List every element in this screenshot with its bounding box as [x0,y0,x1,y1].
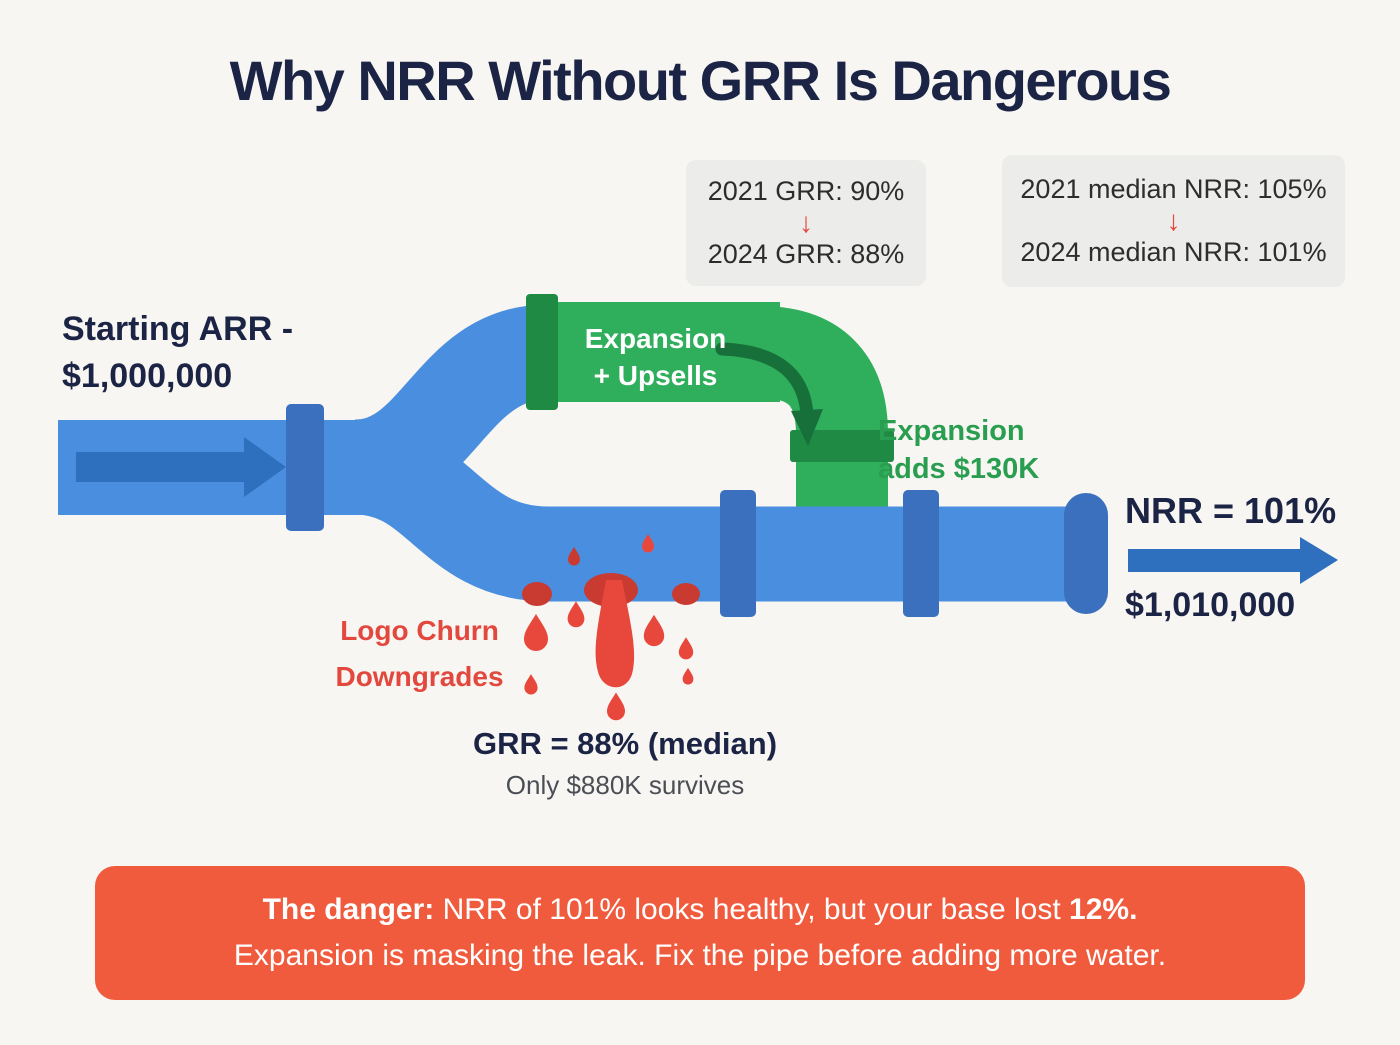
expansion-elbow-pipe [758,306,888,562]
pipe-flange [286,404,324,531]
down-arrow-icon: ↓ [799,207,813,238]
grr-result-label: GRR = 88% (median) [472,726,778,761]
expansion-flow-arrow-icon [715,342,823,446]
leak-drop [643,614,665,647]
nrr-after-stat: 2024 median NRR: 101% [1020,237,1327,267]
leak-drop [567,601,585,628]
pipe-flange [903,490,939,617]
expansion-note-line1: Expansion [878,415,1025,447]
expansion-pipe-line1: Expansion [584,323,727,354]
leak-drop [524,614,548,651]
danger-banner-bold2: 12%. [1069,893,1138,926]
grr-before-stat: 2021 GRR: 90% [707,176,905,206]
expansion-pipe-band [790,430,894,462]
nrr-result-value: $1,010,000 [1125,586,1296,624]
danger-banner-text1: NRR of 101% looks healthy, but your base… [434,893,1070,926]
nrr-result-label: NRR = 101% [1125,490,1337,531]
starting-arr-line2: $1,000,000 [62,357,233,395]
expansion-pipe-line2: + Upsells [593,360,718,391]
expansion-note-label: Expansion adds $130K [878,412,1039,488]
expansion-note-line2: adds $130K [878,453,1040,485]
leak-drop [524,674,538,695]
inlet-flow-arrow-icon [76,437,286,497]
grr-result-block: GRR = 88% (median) Only $880K survives [405,726,845,801]
leak-drop [607,692,625,721]
starting-arr-label: Starting ARR - $1,000,000 [62,306,293,400]
churn-line1: Logo Churn [340,615,499,646]
upper-branch-pipe [351,304,551,515]
nrr-stat-box: 2021 median NRR: 105% ↓ 2024 median NRR:… [1002,155,1345,287]
danger-banner-line2: Expansion is masking the leak. Fix the p… [233,939,1167,972]
leak-drops [524,580,694,721]
expansion-pipe-label: Expansion + Upsells [548,320,763,394]
grr-result-sublabel: Only $880K survives [505,770,745,800]
leak-drop [678,637,694,660]
churn-line2: Downgrades [335,661,504,692]
grr-after-stat: 2024 GRR: 88% [707,239,905,269]
churn-label: Logo Churn Downgrades [322,608,517,700]
expansion-flange [526,294,558,410]
grr-stat-box: 2021 GRR: 90% ↓ 2024 GRR: 88% [686,160,926,286]
danger-banner-line1: The danger: NRR of 101% looks healthy, b… [263,887,1138,933]
nrr-before-stat: 2021 median NRR: 105% [1020,174,1327,204]
pipe-flange [720,490,756,617]
danger-banner: The danger: NRR of 101% looks healthy, b… [95,866,1305,1000]
page-title: Why NRR Without GRR Is Dangerous [229,49,1172,112]
pipe-end-cap [1064,493,1108,614]
leak-drop [682,667,694,685]
starting-arr-line1: Starting ARR - [62,310,294,348]
leak-drop [595,580,635,688]
down-arrow-icon: ↓ [1166,205,1181,236]
nrr-arrow-icon [1128,537,1338,584]
danger-banner-bold1: The danger: [262,893,435,926]
